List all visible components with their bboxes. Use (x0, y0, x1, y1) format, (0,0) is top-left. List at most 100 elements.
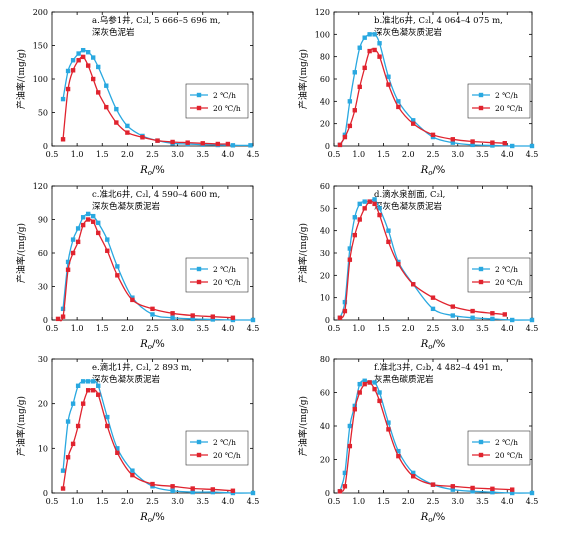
data-point (357, 381, 362, 387)
data-point (450, 313, 455, 318)
x-tick-label: 2.5 (146, 150, 159, 159)
x-tick-label: 0.5 (328, 324, 341, 333)
legend-marker (196, 439, 202, 445)
chart-panel-f: 0.5 1.0 1.5 2.0 2.5 3.0 3.5 4.0 4.5 0 20 40 60 80 Ro/%… (297, 355, 538, 524)
data-point (190, 316, 195, 322)
x-tick-label: 4.5 (526, 150, 539, 159)
data-point (91, 55, 96, 60)
data-point (357, 84, 362, 90)
x-tick-label: 1.5 (377, 150, 390, 159)
data-point (85, 211, 91, 217)
data-point (337, 315, 343, 320)
x-tick-label: 4.5 (247, 324, 260, 333)
data-point (125, 123, 130, 129)
data-point (225, 141, 231, 147)
data-point (470, 308, 475, 314)
legend-label: 2 ℃/h (495, 438, 518, 447)
y-axis-label: 产油率/(mg/g) (15, 396, 27, 456)
data-point (372, 32, 377, 37)
chart-panel-e: 0.5 1.0 1.5 2.0 2.5 3.0 3.5 4.0 4.5 0 10 20 30 Ro/% 产油… (15, 355, 259, 524)
x-tick-label: 3.5 (476, 324, 489, 333)
data-point (75, 226, 81, 231)
data-point (396, 259, 401, 265)
x-tick-label: 3.5 (476, 497, 489, 506)
x-tick-label: 3.5 (196, 150, 209, 159)
data-point (510, 143, 515, 149)
data-point (114, 106, 119, 112)
data-point (450, 487, 455, 492)
data-point (342, 134, 348, 140)
data-point (70, 237, 76, 242)
y-tick-label: 30 (38, 283, 48, 292)
legend-box (185, 83, 249, 119)
data-point (490, 143, 495, 148)
x-tick-label: 2.0 (121, 497, 134, 506)
data-point (91, 219, 96, 224)
x-tick-label: 1.0 (352, 497, 365, 506)
data-point (337, 142, 343, 148)
data-point (115, 264, 120, 269)
data-point (125, 130, 130, 135)
data-point (170, 139, 175, 145)
data-point (150, 312, 155, 317)
x-tick-label: 2.5 (427, 150, 440, 159)
x-tick-label: 2.0 (402, 150, 415, 159)
x-tick-label: 1.0 (71, 497, 84, 506)
data-point (91, 76, 96, 82)
data-point (115, 446, 120, 451)
data-point (367, 199, 372, 204)
legend-marker (478, 266, 484, 272)
y-tick-label: 120 (315, 8, 330, 17)
y-tick-label: 60 (320, 389, 330, 398)
data-point (85, 63, 91, 68)
y-tick-label: 60 (38, 249, 48, 258)
data-point (60, 314, 66, 319)
data-point (230, 490, 236, 496)
data-point (104, 104, 109, 110)
data-point (367, 32, 372, 37)
chart-subtitle: 深灰色凝灰质泥岩 (374, 27, 443, 38)
y-axis-label: 产油率/(mg/g) (297, 396, 309, 456)
legend-marker (196, 92, 202, 98)
x-axis-label-main: R (139, 512, 148, 523)
y-tick-label: 20 (320, 271, 330, 280)
data-point (70, 68, 76, 73)
data-point (170, 484, 175, 489)
x-tick-label: 0.5 (46, 324, 59, 333)
x-axis-label: Ro/% (139, 512, 165, 524)
series-line-20c (62, 388, 233, 492)
legend: 2 ℃/h 20 ℃/h (467, 257, 531, 293)
data-point (85, 379, 91, 384)
data-point (347, 99, 353, 104)
legend: 2 ℃/h 20 ℃/h (467, 430, 531, 466)
data-point (230, 488, 236, 493)
legend-box (467, 257, 531, 293)
data-point (91, 388, 96, 393)
x-axis-label-unit: /% (432, 339, 445, 350)
data-point (60, 137, 66, 142)
data-point (450, 137, 455, 142)
data-point (450, 304, 455, 309)
data-point (75, 239, 81, 245)
data-point (411, 282, 416, 287)
x-axis-label: Ro/% (420, 339, 446, 351)
data-point (170, 488, 175, 493)
data-point (396, 261, 401, 267)
data-point (386, 228, 391, 233)
data-point (114, 120, 119, 125)
data-point (377, 41, 382, 46)
y-tick-label: 30 (320, 249, 330, 258)
data-point (529, 490, 535, 496)
x-axis-label-sub: o (428, 169, 432, 177)
legend: 2 ℃/h 20 ℃/h (185, 83, 249, 119)
data-point (248, 143, 253, 148)
data-point (185, 140, 190, 145)
y-axis-label: 产油率/(mg/g) (297, 49, 309, 109)
data-point (190, 486, 195, 491)
data-point (150, 306, 155, 312)
data-point (210, 487, 215, 492)
legend-marker (196, 452, 202, 458)
data-point (347, 423, 353, 429)
chart-panel-c: 0.5 1.0 1.5 2.0 2.5 3.0 3.5 4.0 4.5 0 30 60 90 120 Ro/… (15, 182, 259, 351)
y-tick-label: 0 (43, 489, 48, 498)
